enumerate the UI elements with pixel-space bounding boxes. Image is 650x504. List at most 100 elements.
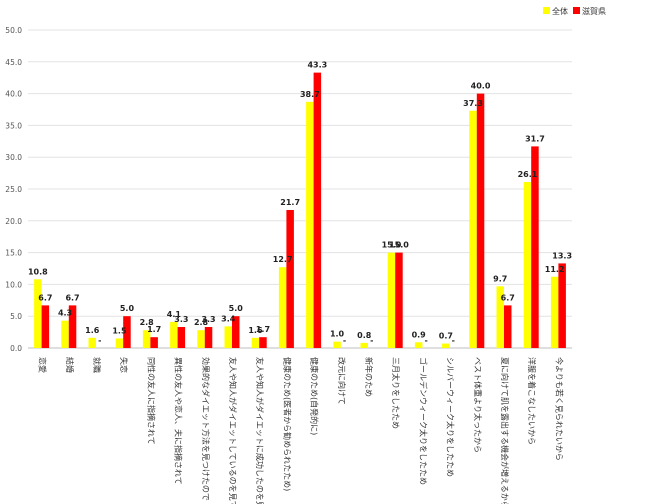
bar-shiga [504,305,512,348]
y-tick-label: 5.0 [10,312,22,321]
value-label: 21.7 [280,198,300,207]
bar-overall [333,341,341,348]
category-label: 恋愛 [38,357,48,373]
grid [28,29,572,349]
category-label: 健康のため(医者から勧められたため) [282,357,292,491]
bar-shiga [123,316,131,348]
bar-overall [170,321,178,348]
y-tick-label: 50.0 [5,26,22,35]
legend-label: 滋賀県 [582,6,606,16]
y-tick-label: 40.0 [5,90,22,99]
value-label: 1.6 [248,326,263,335]
bar-shiga [286,209,294,348]
y-tick-label: 20.0 [5,217,22,226]
value-label: 11.2 [545,265,565,274]
value-label: 4.3 [58,309,72,318]
bar-shiga [259,337,267,348]
y-tick-label: 30.0 [5,153,22,162]
value-label: 0.7 [439,332,453,341]
bar-overall [469,110,477,348]
value-label: 2.8 [140,318,155,327]
category-label: 改元に向けて [337,357,347,405]
value-label: 6.7 [65,293,79,302]
value-label: 40.0 [471,82,491,91]
value-label: 1.7 [147,325,161,334]
category-label: 効果的なダイエット方法を見つけたので [201,357,211,501]
value-label: 43.3 [307,61,327,70]
value-label: - [98,336,101,345]
value-label: 37.3 [463,99,483,108]
category-labels: 恋愛 結婚 就職 失恋 同性の友人に指摘されて 異性の友人や恋人、夫に指摘されて 効果的なダ… [38,357,565,504]
value-label: 0.8 [357,331,372,340]
value-label: 5.0 [120,304,135,313]
value-labels: 10.8 4.3 1.6 1.5 2.8 4.1 2.8 3.4 1.6 12.7 38.7 1.0 0… [28,61,572,345]
value-label: - [343,336,346,345]
bar-overall [550,276,559,348]
value-label: 1.0 [330,330,345,339]
bar-overall [251,337,260,348]
bar-shiga [68,305,77,348]
category-label: 友人や知人がダイエットしているのを見て [228,357,238,504]
bar-shiga [41,305,50,348]
category-label: 夏に向けて肌を露出する機会が増えるから [500,357,510,504]
bar-shiga [232,316,240,348]
value-label: 4.1 [167,310,182,319]
bar-shiga [177,327,186,348]
bar-shiga [204,327,213,348]
category-label: 洋服を着こなしたいから [527,357,537,445]
category-label: 三月太りをしたため [391,357,401,429]
category-label: 友人や知人がダイエットに成功したのを見て [255,357,265,504]
bar-overall [442,343,450,348]
value-label: - [370,336,373,345]
y-tick-label: 15.0 [5,249,22,258]
category-label: 新年のため [364,357,374,397]
value-label: 6.7 [501,293,515,302]
bar-overall [115,338,124,348]
value-label: 1.6 [85,326,100,335]
y-tick-label: 10.0 [5,280,22,289]
bar-overall [88,337,96,348]
value-label: 26.1 [518,170,538,179]
bar-overall [34,279,42,348]
value-label: 1.7 [256,325,270,334]
y-tick-label: 35.0 [5,121,22,130]
bar-shiga [150,337,158,348]
bar-overall [224,326,232,348]
bar-overall [306,101,314,348]
y-tick-label: 0.0 [10,344,22,353]
bars [34,72,566,348]
bar-overall [197,330,205,348]
bar-overall [61,320,69,348]
value-label: - [424,336,427,345]
category-label: 同性の友人に指摘されて [146,357,156,445]
y-tick-label: 25.0 [5,185,22,194]
legend-label: 全体 [552,6,568,16]
bar-shiga [395,252,403,348]
value-label: 15.0 [389,241,409,250]
category-label: 異性の友人や恋人、夫に指摘されて [174,357,184,485]
category-label: 今よりも若く見られたいから [554,357,564,461]
bar-overall [496,286,504,348]
value-label: 9.7 [493,274,507,283]
legend: 全体 滋賀県 [543,6,606,16]
y-axis: 0.0 5.0 10.0 15.0 20.0 25.0 30.0 35.0 40.0 45.0 50… [5,26,22,353]
category-label: ゴールデンウィーク太りをしたため [418,357,428,485]
value-label: 2.8 [194,318,209,327]
value-label: - [452,336,455,345]
bar-overall [523,182,532,348]
bar-shiga [531,146,539,348]
category-label: ベスト体重より太ったから [473,357,483,453]
bar-overall [278,267,287,348]
bar-shiga [476,93,485,348]
value-label: 1.5 [112,326,127,335]
y-tick-label: 45.0 [5,58,22,67]
value-label: 3.4 [221,314,236,323]
value-label: 3.3 [174,315,188,324]
category-label: 就職 [92,357,102,373]
category-label: 結婚 [65,357,75,373]
bar-shiga [313,72,322,348]
value-label: 12.7 [273,255,293,264]
value-label: 6.7 [38,293,52,302]
legend-swatch [573,7,580,14]
